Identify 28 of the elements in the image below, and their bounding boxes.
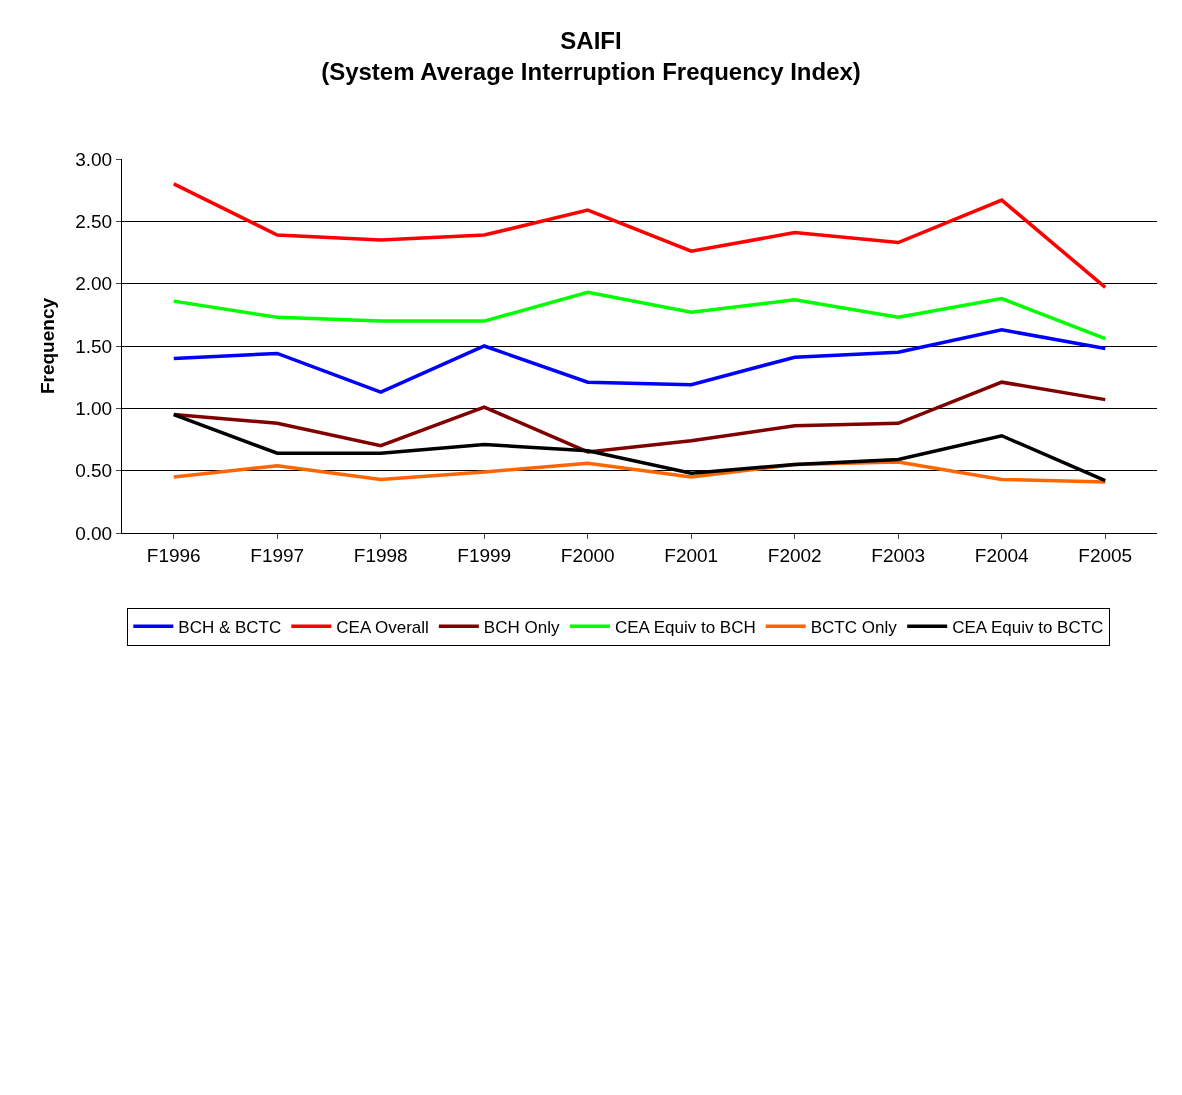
line-series [172, 328, 1107, 394]
legend-label: BCTC Only [810, 617, 898, 637]
y-tick-label: 1.50 [75, 335, 113, 357]
x-tick-label: F2005 [1078, 544, 1133, 566]
line-series [172, 182, 1107, 290]
legend-label: CEA Equiv to BCTC [952, 617, 1104, 637]
legend-label: CEA Overall [336, 617, 429, 637]
y-tick-label: 0.00 [75, 522, 113, 544]
x-tick-label: F2003 [871, 544, 926, 566]
x-tick-label: F1998 [353, 544, 408, 566]
x-tick-label: F2004 [974, 544, 1030, 566]
legend-label: BCH Only [483, 617, 560, 637]
x-tick-label: F2002 [767, 544, 822, 566]
y-tick-label: 1.00 [75, 397, 113, 419]
legend-label: BCH & BCTC [178, 617, 282, 637]
y-tick-label: 0.50 [75, 460, 113, 482]
x-tick-label: F1997 [250, 544, 305, 566]
x-tick-label: F2001 [664, 544, 719, 566]
y-tick-label: 3.00 [75, 148, 113, 170]
y-axis-title: Frequency [37, 297, 59, 395]
x-tick-label: F1999 [457, 544, 512, 566]
y-tick-label: 2.00 [75, 273, 113, 295]
line-series [172, 290, 1107, 341]
x-tick-label: F1996 [146, 544, 201, 566]
legend-label: CEA Equiv to BCH [614, 617, 756, 637]
x-tick-label: F2000 [560, 544, 615, 566]
y-tick-label: 2.50 [75, 210, 113, 232]
chart-title: SAIFI (System Average Interruption Frequency Index) [321, 27, 861, 86]
